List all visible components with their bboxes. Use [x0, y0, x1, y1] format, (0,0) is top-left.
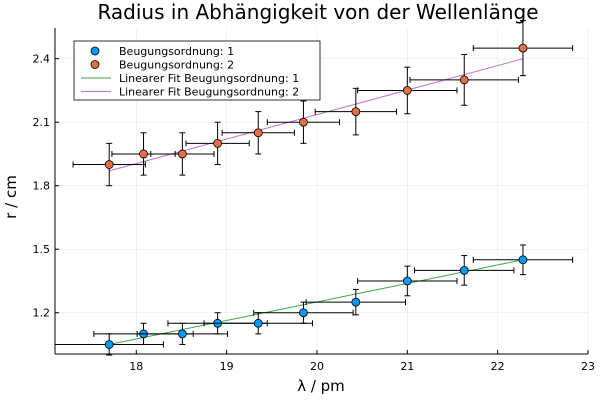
x-tick-label: 18 [129, 360, 143, 373]
chart-title: Radius in Abhängigkeit von der Wellenlän… [97, 0, 538, 24]
legend-label: Linearer Fit Beugungsordnung: 1 [119, 72, 299, 85]
axes [54, 28, 588, 355]
data-point [177, 329, 187, 339]
data-point [459, 75, 469, 85]
plot-marks [54, 20, 574, 356]
data-point [518, 43, 528, 53]
data-point [402, 276, 412, 286]
data-point [402, 86, 412, 95]
x-tick-label: 20 [310, 360, 324, 373]
legend-marker [90, 60, 100, 69]
y-tick-label: 1.5 [33, 243, 51, 256]
x-tick-label: 23 [581, 360, 595, 373]
data-point [518, 255, 528, 265]
x-tick-label: 19 [220, 360, 234, 373]
x-tick-label: 21 [400, 360, 414, 373]
x-tick-label: 22 [491, 360, 505, 373]
data-point [299, 308, 308, 318]
fit-line [109, 58, 524, 172]
x-axis-label: λ / pm [297, 377, 345, 395]
data-point [213, 138, 223, 148]
data-point [177, 149, 187, 159]
y-tick-label: 2.4 [33, 53, 51, 66]
legend-marker [90, 46, 100, 56]
data-point [351, 107, 361, 117]
ticks: 18 19 20 21 22 23 1.2 1.5 1.8 2.1 2.4 [33, 53, 596, 373]
data-point [104, 340, 114, 349]
data-point [253, 318, 263, 328]
y-axis-label: r / cm [2, 175, 20, 219]
series-group [54, 244, 574, 356]
y-tick-label: 1.2 [33, 307, 51, 320]
y-tick-label: 1.8 [33, 180, 51, 193]
data-point [459, 265, 469, 275]
data-point [139, 149, 148, 159]
legend-label: Beugungsordnung: 2 [119, 59, 234, 72]
series-group [72, 20, 574, 187]
legend-label: Linearer Fit Beugungsordnung: 2 [119, 86, 299, 99]
legend-label: Beugungsordnung: 1 [119, 45, 234, 58]
legend-box [73, 40, 321, 101]
y-tick-label: 2.1 [33, 116, 51, 129]
data-point [299, 117, 308, 127]
data-point [253, 128, 263, 138]
data-point [104, 160, 114, 169]
data-point [351, 297, 361, 307]
